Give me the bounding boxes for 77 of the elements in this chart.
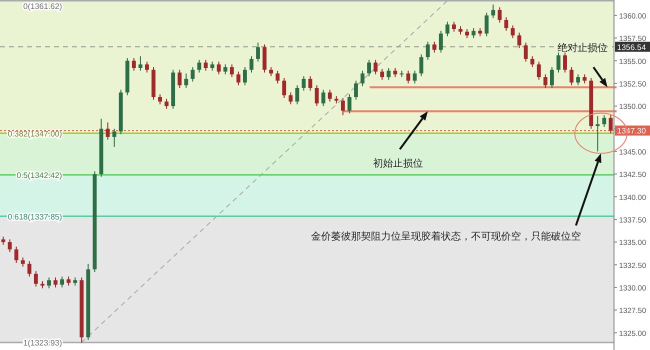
candlestick <box>8 238 12 253</box>
candlestick <box>328 89 332 102</box>
ref-line-label: 1347.30 <box>617 126 646 136</box>
candlestick <box>178 69 182 88</box>
candlestick <box>393 68 398 78</box>
candlestick <box>262 44 266 74</box>
candlestick <box>314 84 319 107</box>
candlestick <box>66 276 71 286</box>
candlestick <box>321 89 326 107</box>
candlestick <box>47 276 51 289</box>
candlestick <box>269 66 274 77</box>
candlestick <box>367 59 372 77</box>
candlestick <box>510 24 515 39</box>
candlestick <box>276 70 280 84</box>
candlestick <box>570 66 574 86</box>
candlestick <box>445 21 450 37</box>
candlestick <box>236 71 240 86</box>
candlestick <box>536 61 541 80</box>
candlestick <box>438 30 443 54</box>
candlestick <box>282 77 286 98</box>
candlestick <box>432 41 436 54</box>
candlestick <box>223 64 228 75</box>
candlestick <box>348 94 352 114</box>
candlestick <box>498 6 502 24</box>
candlestick <box>524 42 528 62</box>
candlestick <box>34 270 38 288</box>
candlestick <box>426 41 430 60</box>
candlestick <box>360 70 364 87</box>
candlestick <box>242 66 247 86</box>
candlestick <box>563 52 567 74</box>
candlestick <box>517 32 522 49</box>
candlestick <box>14 246 18 264</box>
candlestick <box>190 66 195 82</box>
candlestick <box>54 276 58 288</box>
candlestick <box>556 52 560 74</box>
candlestick <box>288 92 293 105</box>
candlestick <box>340 97 345 116</box>
candlestick <box>484 12 489 37</box>
candlestick <box>132 58 136 72</box>
candlestick <box>256 42 260 62</box>
candlestick <box>582 74 587 84</box>
candlestick <box>295 84 300 105</box>
candlestick <box>491 4 496 19</box>
annotation: 金价萎彼那契阻力位呈现胶着状态，不可现价空，只能破位空 <box>310 230 581 242</box>
candlestick <box>374 59 378 75</box>
candlestick <box>112 128 116 148</box>
candlestick <box>138 56 142 72</box>
candlestick <box>164 98 169 110</box>
candlestick <box>472 28 476 39</box>
ref-line-label: 1356.54 <box>617 42 646 52</box>
candlestick <box>354 80 358 100</box>
candlestick <box>530 56 534 68</box>
candlestick <box>452 21 456 32</box>
candlestick <box>230 64 234 78</box>
candlestick <box>20 257 25 268</box>
ref-line-label: 0(1361.62) <box>23 2 62 11</box>
annotation: 初始止损位 <box>372 157 423 170</box>
candlestick <box>576 74 580 86</box>
candlestick <box>204 59 208 72</box>
candlestick <box>27 260 32 278</box>
candlestick <box>386 68 391 80</box>
candlestick <box>197 59 202 74</box>
candlestick <box>550 66 554 88</box>
candlestick <box>60 276 64 288</box>
candlestick <box>216 61 221 75</box>
candlestick <box>465 28 469 39</box>
candlestick <box>145 61 149 74</box>
candlestick <box>380 68 384 80</box>
candlestick <box>602 114 606 128</box>
annotation: 绝对止损位 <box>557 42 608 54</box>
candlestick <box>543 74 548 88</box>
candlestick <box>419 54 424 77</box>
ref-line-label: 1(1323.93) <box>23 338 62 348</box>
candlestick <box>596 116 600 152</box>
candlestick <box>250 56 254 74</box>
candlestick <box>158 94 162 105</box>
candlestick <box>184 72 188 88</box>
